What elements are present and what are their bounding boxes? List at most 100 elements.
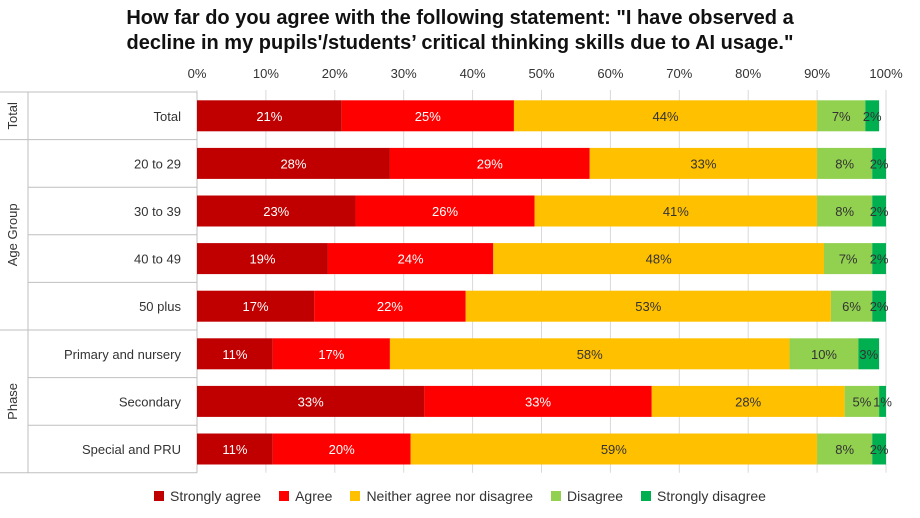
x-tick-label: 50%	[528, 66, 554, 81]
group-label: Phase	[5, 383, 20, 420]
legend-item: Strongly disagree	[641, 488, 766, 504]
bar-segment	[493, 243, 824, 275]
bar-segment	[830, 290, 873, 322]
legend-label: Strongly disagree	[657, 488, 766, 504]
legend-label: Agree	[295, 488, 333, 504]
data-label: 11%	[222, 347, 247, 362]
legend-swatch	[279, 491, 290, 501]
category-label: 50 plus	[139, 299, 181, 314]
data-label: 5%	[852, 394, 871, 409]
bar-segment	[817, 147, 873, 179]
legend-swatch	[350, 491, 361, 501]
legend-label: Strongly agree	[170, 488, 262, 504]
bar-segment	[272, 433, 411, 465]
bar-segment	[823, 243, 873, 275]
bar-segment	[872, 147, 886, 179]
data-label: 26%	[432, 204, 458, 219]
legend-item: Disagree	[550, 488, 623, 504]
bar-segment	[424, 385, 652, 417]
x-tick-label: 100%	[869, 66, 903, 81]
bar-segment	[314, 290, 466, 322]
category-label: 40 to 49	[134, 252, 181, 267]
data-label: 6%	[842, 299, 861, 314]
chart-legend: Strongly agree Agree Neither agree nor dis…	[0, 488, 920, 504]
data-label: 59%	[601, 442, 627, 457]
data-label: 29%	[477, 156, 503, 171]
data-label: 10%	[811, 347, 837, 362]
bar-segment	[872, 243, 886, 275]
data-label: 2%	[863, 109, 882, 124]
legend-item: Strongly agree	[154, 488, 261, 504]
data-label: 28%	[735, 394, 761, 409]
bar-segment	[327, 243, 494, 275]
bar-segment	[197, 385, 425, 417]
legend-item: Agree	[279, 488, 332, 504]
x-tick-label: 40%	[460, 66, 486, 81]
category-label: 30 to 39	[134, 204, 181, 219]
data-label: 2%	[870, 156, 889, 171]
data-label: 41%	[663, 204, 689, 219]
data-label: 28%	[280, 156, 306, 171]
x-tick-label: 60%	[597, 66, 623, 81]
bar-segment	[197, 290, 315, 322]
bar-segment	[844, 385, 880, 417]
data-label: 7%	[839, 252, 858, 267]
bar-segment	[389, 338, 790, 370]
x-tick-label: 0%	[188, 66, 207, 81]
bar-segment	[465, 290, 831, 322]
bar-segment	[858, 338, 880, 370]
data-label: 1%	[873, 394, 892, 409]
data-label: 21%	[256, 109, 282, 124]
legend-swatch	[641, 491, 652, 501]
data-label: 20%	[329, 442, 355, 457]
chart-title-line-2: decline in my pupils'/students’ critical…	[126, 32, 794, 54]
data-label: 53%	[635, 299, 661, 314]
bar-segment	[817, 195, 873, 227]
legend-swatch	[154, 491, 165, 501]
bar-segment	[197, 195, 356, 227]
bar-segment	[197, 433, 273, 465]
bar-segment	[817, 433, 873, 465]
category-label: 20 to 29	[134, 156, 181, 171]
bar-segment	[341, 100, 514, 132]
group-label: Total	[5, 102, 20, 130]
data-label: 22%	[377, 299, 403, 314]
bar-segment	[872, 290, 886, 322]
bar-segment	[872, 195, 886, 227]
bar-segment	[789, 338, 859, 370]
data-label: 8%	[835, 156, 854, 171]
bar-segment	[534, 195, 818, 227]
bar-segment	[879, 385, 886, 417]
x-tick-label: 80%	[735, 66, 761, 81]
category-label: Total	[154, 109, 182, 124]
legend-item: Neither agree nor disagree	[350, 488, 533, 504]
data-label: 33%	[690, 156, 716, 171]
x-tick-label: 30%	[391, 66, 417, 81]
group-label: Age Group	[5, 203, 20, 266]
bar-segment	[197, 338, 273, 370]
data-label: 48%	[646, 252, 672, 267]
legend-label: Neither agree nor disagree	[366, 488, 533, 504]
bar-segment	[197, 243, 328, 275]
bar-segment	[651, 385, 845, 417]
data-label: 17%	[318, 347, 344, 362]
data-label: 19%	[249, 252, 275, 267]
x-tick-label: 70%	[666, 66, 692, 81]
data-label: 3%	[859, 347, 878, 362]
bar-segment	[272, 338, 390, 370]
category-label: Special and PRU	[82, 442, 181, 457]
data-label: 58%	[577, 347, 603, 362]
data-label: 2%	[870, 204, 889, 219]
data-label: 8%	[835, 204, 854, 219]
x-tick-label: 10%	[253, 66, 279, 81]
chart-title-line-1: How far do you agree with the following …	[126, 7, 794, 29]
bar-segment	[865, 100, 880, 132]
x-tick-label: 20%	[322, 66, 348, 81]
bar-segment	[355, 195, 535, 227]
bar-segment	[513, 100, 818, 132]
legend-swatch	[550, 491, 561, 501]
data-label: 33%	[525, 394, 551, 409]
bar-segment	[872, 433, 886, 465]
data-label: 33%	[298, 394, 324, 409]
data-label: 2%	[870, 252, 889, 267]
